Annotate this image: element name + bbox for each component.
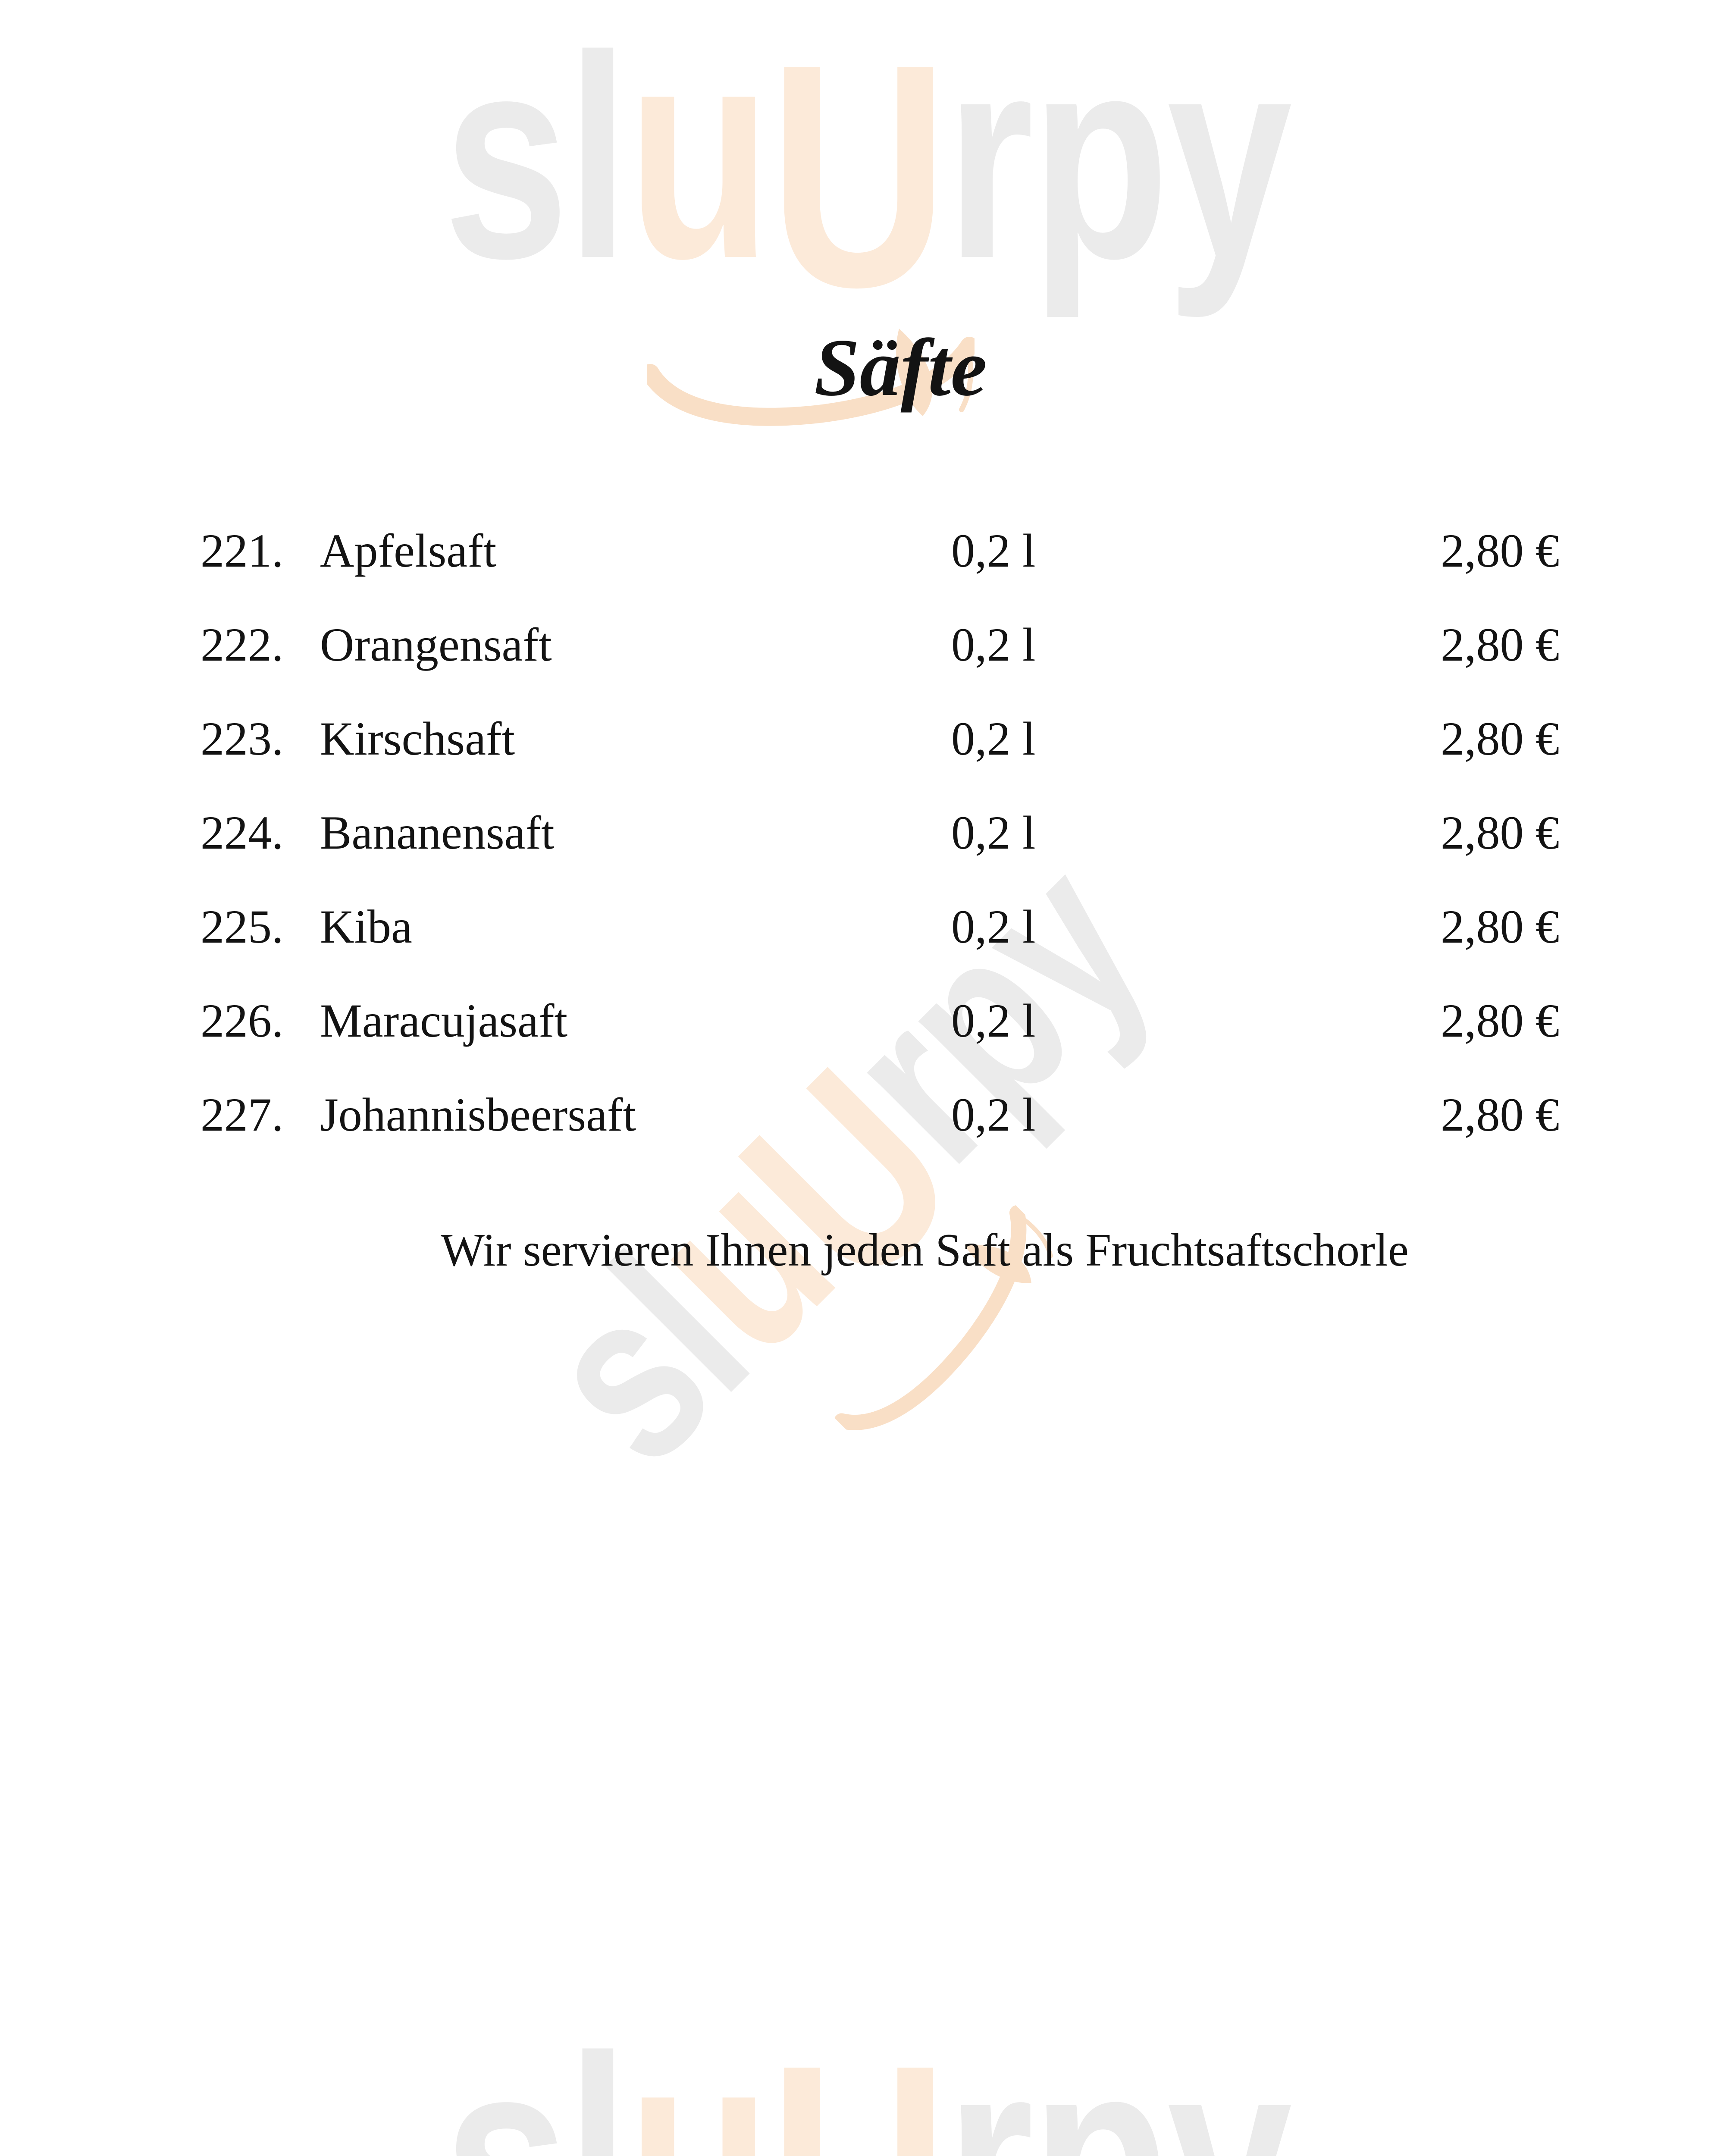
menu-item-row: 223. Kirschsaft 0,2 l 2,80 € — [0, 715, 1733, 762]
menu-item-number: 222. — [201, 618, 284, 671]
menu-item-price: 2,80 € — [1441, 806, 1559, 859]
watermark-sluurpy-top: sluUrpy — [443, 0, 1292, 335]
menu-item-name: Orangensaft — [320, 618, 552, 671]
menu-item-name: Apfelsaft — [320, 524, 497, 577]
menu-item-row: 226. Maracujasaft 0,2 l 2,80 € — [0, 997, 1733, 1044]
menu-item-size: 0,2 l — [951, 1088, 1036, 1141]
menu-item-price: 2,80 € — [1441, 712, 1559, 765]
menu-note: Wir servieren Ihnen jeden Saft als Fruch… — [441, 1225, 1409, 1276]
watermark-sluurpy-bottom: sluUrpy — [443, 1989, 1292, 2156]
watermark-letters-gray: sl — [443, 1996, 629, 2156]
menu-item-name: Kiba — [320, 900, 412, 953]
menu-item-number: 227. — [201, 1088, 284, 1141]
menu-item-size: 0,2 l — [951, 618, 1036, 671]
menu-item-price: 2,80 € — [1441, 994, 1559, 1047]
menu-item-row: 225. Kiba 0,2 l 2,80 € — [0, 903, 1733, 950]
menu-item-name: Johannisbeersaft — [320, 1088, 636, 1141]
watermark-letter-u-small: u — [627, 0, 771, 322]
watermark-letter-u-large: U — [769, 0, 948, 354]
menu-item-size: 0,2 l — [951, 900, 1036, 953]
menu-item-row: 227. Johannisbeersaft 0,2 l 2,80 € — [0, 1091, 1733, 1138]
watermark-letter-u-large: U — [769, 1999, 948, 2156]
menu-item-size: 0,2 l — [951, 994, 1036, 1047]
menu-item-number: 221. — [201, 524, 284, 577]
menu-item-size: 0,2 l — [951, 712, 1036, 765]
menu-item-row: 222. Orangensaft 0,2 l 2,80 € — [0, 621, 1733, 668]
menu-item-number: 225. — [201, 900, 284, 953]
menu-item-price: 2,80 € — [1441, 618, 1559, 671]
menu-item-size: 0,2 l — [951, 524, 1036, 577]
menu-item-size: 0,2 l — [951, 806, 1036, 859]
menu-item-price: 2,80 € — [1441, 900, 1559, 953]
menu-item-price: 2,80 € — [1441, 1088, 1559, 1141]
menu-item-number: 224. — [201, 806, 284, 859]
menu-item-name: Kirschsaft — [320, 712, 515, 765]
menu-item-row: 221. Apfelsaft 0,2 l 2,80 € — [0, 527, 1733, 574]
menu-item-number: 226. — [201, 994, 284, 1047]
page-title: Säfte — [814, 323, 987, 413]
watermark-letter-u-small: u — [627, 1984, 771, 2156]
watermark-letters-gray: sl — [443, 0, 629, 318]
menu-item-price: 2,80 € — [1441, 524, 1559, 577]
menu-item-row: 224. Bananensaft 0,2 l 2,80 € — [0, 809, 1733, 856]
menu-list: 221. Apfelsaft 0,2 l 2,80 € 222. Orangen… — [0, 527, 1733, 1138]
menu-item-number: 223. — [201, 712, 284, 765]
watermark-letters-gray: rpy — [946, 0, 1292, 318]
menu-item-name: Bananensaft — [320, 806, 555, 859]
watermark-letters-gray: rpy — [946, 1996, 1292, 2156]
menu-item-name: Maracujasaft — [320, 994, 568, 1047]
